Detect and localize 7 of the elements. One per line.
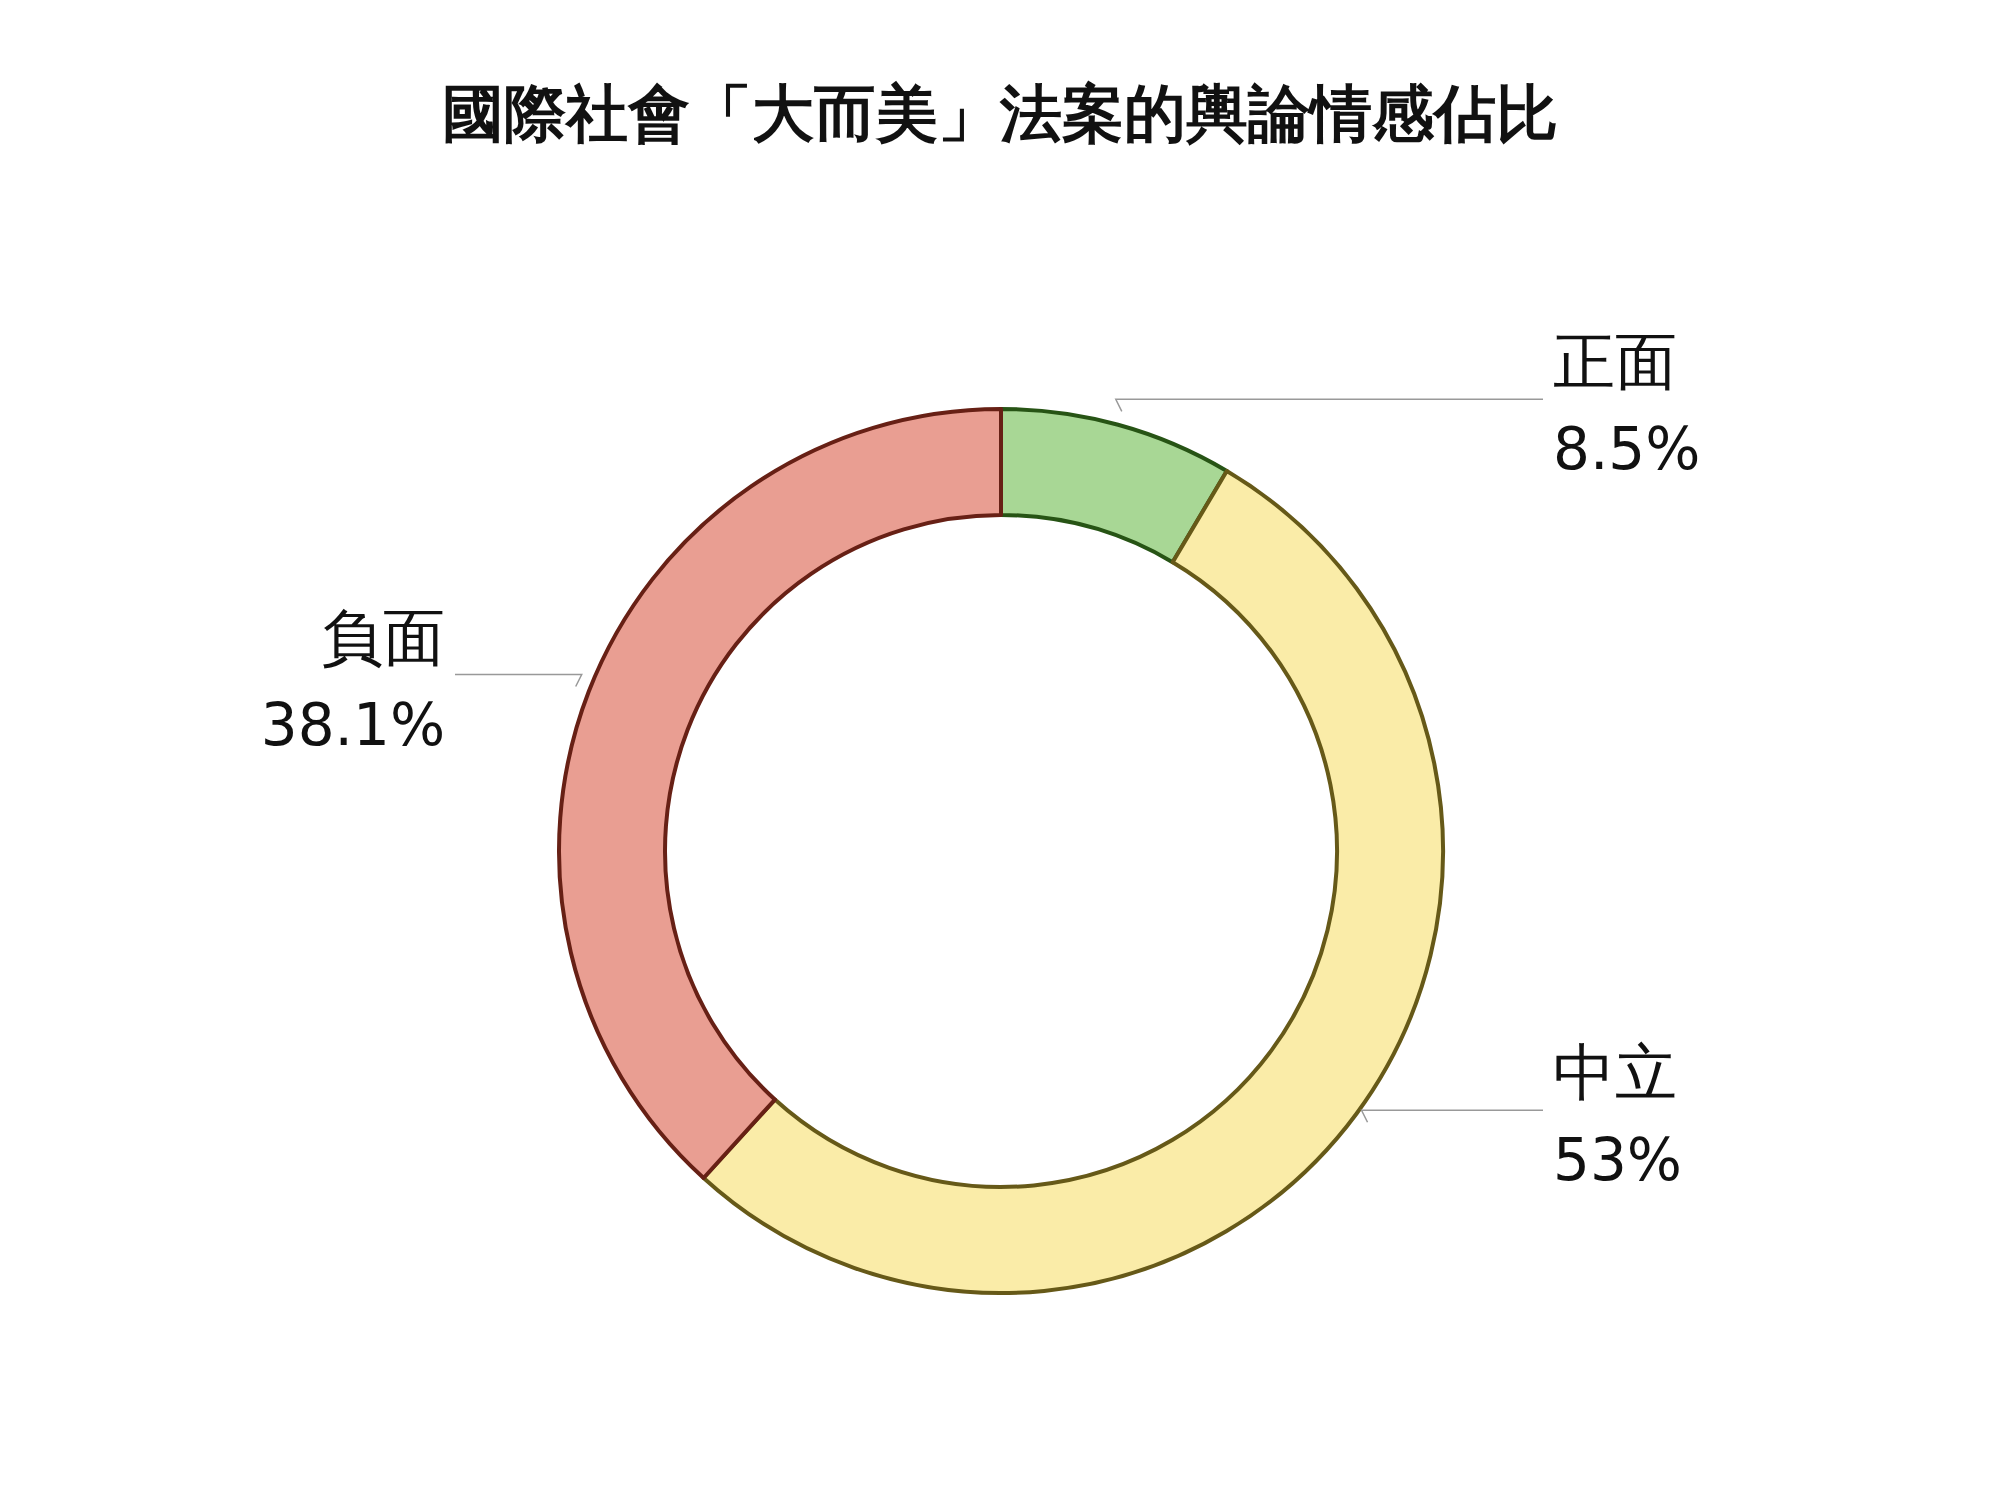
data-label: 8.5%	[1553, 415, 1701, 484]
slice-label: 正面	[1553, 325, 1677, 399]
data-label: 38.1%	[260, 690, 445, 759]
chart-title: 國際社會「大而美」法案的輿論情感佔比	[442, 77, 1558, 150]
slice-label: 負面	[321, 600, 445, 674]
data-label: 53%	[1553, 1126, 1682, 1195]
slice-label: 中立	[1553, 1036, 1677, 1110]
